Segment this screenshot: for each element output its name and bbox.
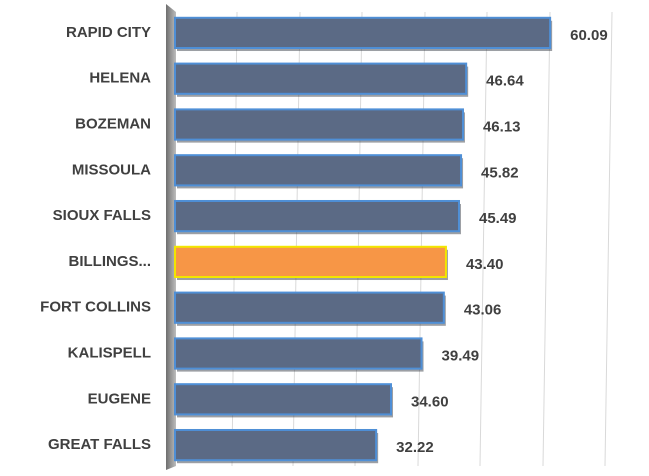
value-label: 32.22 xyxy=(396,439,434,456)
y-tick-label: MISSOULA xyxy=(72,161,151,178)
y-tick-label: SIOUX FALLS xyxy=(53,207,151,224)
bar xyxy=(174,16,552,50)
grid-lines xyxy=(231,11,613,467)
value-label: 46.13 xyxy=(483,118,521,135)
y-tick-label: HELENA xyxy=(89,70,151,87)
value-label: 60.09 xyxy=(570,27,608,44)
y-tick-label: RAPID CITY xyxy=(66,24,151,41)
y-tick-label: BOZEMAN xyxy=(75,115,151,132)
bar xyxy=(174,108,464,141)
value-label: 45.82 xyxy=(481,164,519,181)
axis-wall xyxy=(166,4,176,470)
value-label: 43.40 xyxy=(466,256,504,273)
bar xyxy=(174,154,463,187)
value-label: 34.60 xyxy=(411,393,449,410)
value-label: 46.64 xyxy=(486,73,524,90)
value-label: 43.06 xyxy=(464,302,502,319)
bar xyxy=(174,245,447,279)
y-tick-label: GREAT FALLS xyxy=(48,436,151,453)
bar xyxy=(174,383,393,416)
value-label: 39.49 xyxy=(442,347,480,364)
value-label: 45.49 xyxy=(479,210,517,227)
grid xyxy=(231,11,613,467)
bar xyxy=(174,337,423,370)
y-tick-label: EUGENE xyxy=(88,390,151,407)
y-tick-label: KALISPELL xyxy=(68,344,151,361)
bar xyxy=(174,62,468,95)
y-tick-label: FORT COLLINS xyxy=(40,299,151,316)
bar xyxy=(174,291,445,324)
bar xyxy=(174,428,378,462)
bar xyxy=(174,199,460,233)
y-tick-label: BILLINGS... xyxy=(69,253,152,270)
